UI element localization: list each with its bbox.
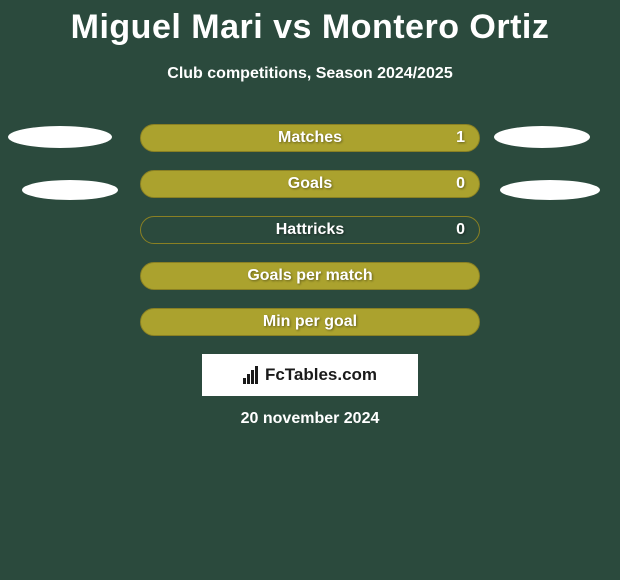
decorative-ellipse-left-1 <box>8 126 112 148</box>
stat-bar-matches: Matches 1 <box>140 124 480 152</box>
stat-value-hattricks: 0 <box>456 221 465 239</box>
subtitle: Club competitions, Season 2024/2025 <box>0 65 620 83</box>
decorative-ellipse-left-2 <box>22 180 118 200</box>
date-text: 20 november 2024 <box>0 410 620 428</box>
logo-box: FcTables.com <box>202 354 418 396</box>
stat-label-goals-per-match: Goals per match <box>141 267 479 285</box>
stat-label-min-per-goal: Min per goal <box>141 313 479 331</box>
decorative-ellipse-right-2 <box>500 180 600 200</box>
stat-label-goals: Goals <box>141 175 479 193</box>
stat-bar-hattricks: Hattricks 0 <box>140 216 480 244</box>
stat-value-matches: 1 <box>456 129 465 147</box>
stat-bar-goals: Goals 0 <box>140 170 480 198</box>
stats-container: Matches 1 Goals 0 Hattricks 0 Goals per … <box>140 124 480 354</box>
page-title: Miguel Mari vs Montero Ortiz <box>0 0 620 47</box>
stat-label-matches: Matches <box>141 129 479 147</box>
stat-bar-min-per-goal: Min per goal <box>140 308 480 336</box>
logo-text: FcTables.com <box>265 365 377 385</box>
decorative-ellipse-right-1 <box>494 126 590 148</box>
stat-label-hattricks: Hattricks <box>141 221 479 239</box>
stat-value-goals: 0 <box>456 175 465 193</box>
chart-icon <box>243 366 259 384</box>
stat-bar-goals-per-match: Goals per match <box>140 262 480 290</box>
